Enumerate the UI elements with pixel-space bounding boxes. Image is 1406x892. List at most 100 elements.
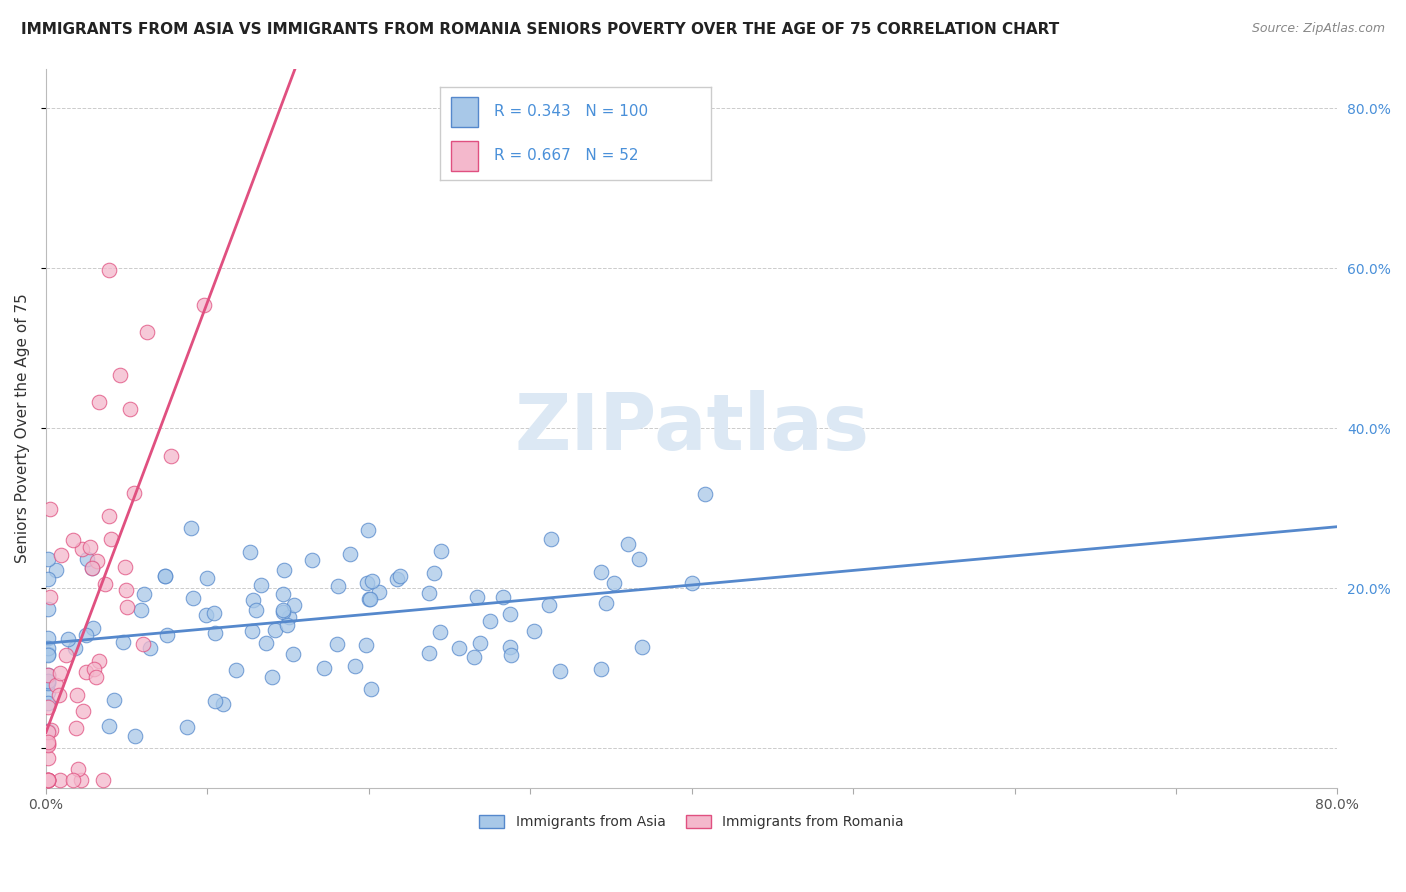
Point: [273, 563, 295, 577]
Point: [204, 694, 226, 708]
Point: [245, 603, 267, 617]
Point: [51, 548, 73, 562]
Point: [447, 640, 470, 655]
Text: Source: ZipAtlas.com: Source: ZipAtlas.com: [1251, 22, 1385, 36]
Point: [262, 670, 284, 684]
Point: [115, 582, 138, 597]
Point: [617, 537, 640, 551]
Point: [75, 628, 97, 642]
Point: [82, 621, 104, 635]
Point: [132, 638, 155, 652]
Point: [359, 591, 381, 606]
Point: [62, 533, 84, 547]
Point: [100, 533, 122, 547]
Point: [343, 658, 366, 673]
Point: [98, 508, 121, 523]
Point: [138, 640, 160, 655]
Point: [273, 587, 295, 601]
Point: [93, 772, 115, 787]
Point: [124, 486, 146, 500]
Point: [112, 635, 135, 649]
Point: [465, 591, 488, 605]
Point: [39, 502, 62, 516]
Point: [118, 402, 141, 417]
Point: [37, 772, 59, 787]
Point: [326, 578, 349, 592]
Point: [110, 368, 132, 383]
Point: [124, 729, 146, 743]
Point: [65, 722, 87, 736]
Point: [37, 676, 59, 690]
Point: [360, 681, 382, 696]
Point: [499, 640, 522, 655]
Point: [548, 665, 571, 679]
Point: [339, 547, 361, 561]
Point: [693, 487, 716, 501]
Point: [589, 565, 612, 579]
Point: [423, 566, 446, 581]
Point: [75, 665, 97, 680]
Text: ZIPatlas: ZIPatlas: [515, 390, 869, 467]
Point: [193, 298, 215, 312]
Point: [277, 610, 299, 624]
Point: [595, 596, 617, 610]
Point: [360, 574, 382, 588]
Point: [478, 614, 501, 628]
Point: [37, 772, 59, 787]
Point: [181, 591, 204, 605]
Point: [66, 688, 89, 702]
Point: [385, 573, 408, 587]
Point: [45, 562, 67, 576]
Point: [132, 587, 155, 601]
Point: [250, 578, 273, 592]
Point: [470, 636, 492, 650]
Point: [82, 561, 104, 575]
Point: [499, 607, 522, 621]
Point: [176, 720, 198, 734]
Point: [70, 541, 93, 556]
Point: [82, 560, 104, 574]
Point: [70, 772, 93, 787]
Point: [98, 263, 121, 277]
Point: [37, 724, 59, 739]
Point: [283, 599, 305, 613]
Point: [212, 698, 235, 712]
Point: [254, 636, 277, 650]
Point: [204, 625, 226, 640]
Point: [37, 685, 59, 699]
Point: [37, 725, 59, 739]
Point: [301, 553, 323, 567]
Point: [276, 618, 298, 632]
Point: [49, 772, 72, 787]
Point: [627, 552, 650, 566]
Point: [37, 640, 59, 655]
Point: [37, 700, 59, 714]
Point: [37, 648, 59, 663]
Point: [389, 568, 412, 582]
Point: [37, 668, 59, 682]
Point: [37, 750, 59, 764]
Point: [37, 674, 59, 689]
Point: [540, 532, 562, 546]
Point: [356, 638, 378, 652]
Point: [48, 688, 70, 702]
Point: [37, 601, 59, 615]
Point: [37, 673, 59, 688]
Point: [155, 628, 177, 642]
Point: [589, 662, 612, 676]
Point: [129, 603, 152, 617]
Point: [37, 737, 59, 751]
Point: [39, 723, 62, 737]
Point: [463, 649, 485, 664]
Point: [160, 450, 183, 464]
Point: [89, 654, 111, 668]
Point: [357, 592, 380, 607]
Point: [312, 661, 335, 675]
Point: [37, 696, 59, 710]
Point: [76, 552, 98, 566]
Point: [357, 523, 380, 537]
Point: [136, 325, 159, 339]
Point: [79, 541, 101, 555]
Point: [430, 544, 453, 558]
Point: [418, 646, 440, 660]
